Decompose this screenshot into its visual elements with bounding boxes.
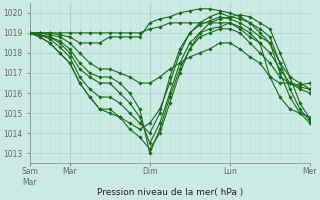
X-axis label: Pression niveau de la mer( hPa ): Pression niveau de la mer( hPa )	[97, 188, 243, 197]
